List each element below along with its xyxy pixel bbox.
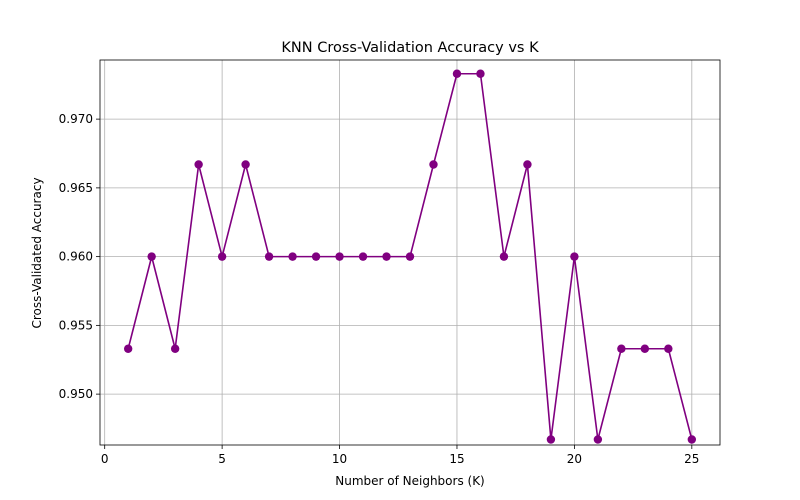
data-point — [640, 344, 650, 353]
data-point — [476, 69, 485, 78]
data-point — [617, 344, 626, 353]
data-point — [311, 252, 321, 261]
data-point — [523, 160, 532, 169]
chart-title: KNN Cross-Validation Accuracy vs K — [281, 40, 539, 56]
data-point — [593, 435, 603, 444]
y-axis-label: Cross-Validated Accuracy — [30, 177, 44, 328]
y-tick-label: 0.965 — [59, 181, 93, 195]
data-point — [687, 435, 697, 444]
y-tick-label: 0.960 — [59, 250, 93, 264]
data-point — [241, 160, 250, 169]
data-point — [123, 344, 133, 353]
data-point — [452, 69, 462, 78]
y-tick-label: 0.950 — [59, 387, 93, 401]
data-point — [429, 160, 438, 169]
y-tick-label: 0.955 — [59, 318, 93, 332]
data-point — [570, 252, 579, 261]
data-point — [664, 344, 673, 353]
data-point — [358, 252, 368, 261]
x-tick-label: 25 — [684, 452, 699, 466]
series-layer — [123, 69, 697, 444]
x-tick-label: 15 — [449, 452, 464, 466]
axis-ticks: 0 5 10 15 20 25 0.950 0.955 0.960 0.965 0.970 — [59, 112, 700, 466]
data-point — [288, 252, 297, 261]
x-tick-label: 20 — [567, 452, 582, 466]
x-tick-label: 5 — [218, 452, 226, 466]
data-point — [335, 252, 344, 261]
data-point — [147, 252, 156, 261]
data-point — [382, 252, 391, 261]
y-tick-label: 0.970 — [59, 112, 93, 126]
plot-frame — [99, 59, 721, 446]
data-point — [546, 435, 556, 444]
data-point — [194, 160, 203, 169]
data-point — [170, 344, 180, 353]
x-axis-label: Number of Neighbors (K) — [335, 474, 485, 488]
x-tick-label: 0 — [101, 452, 109, 466]
x-tick-label: 10 — [332, 452, 347, 466]
data-point — [217, 252, 227, 261]
data-point — [499, 252, 509, 261]
data-point — [264, 252, 274, 261]
data-point — [405, 252, 415, 261]
